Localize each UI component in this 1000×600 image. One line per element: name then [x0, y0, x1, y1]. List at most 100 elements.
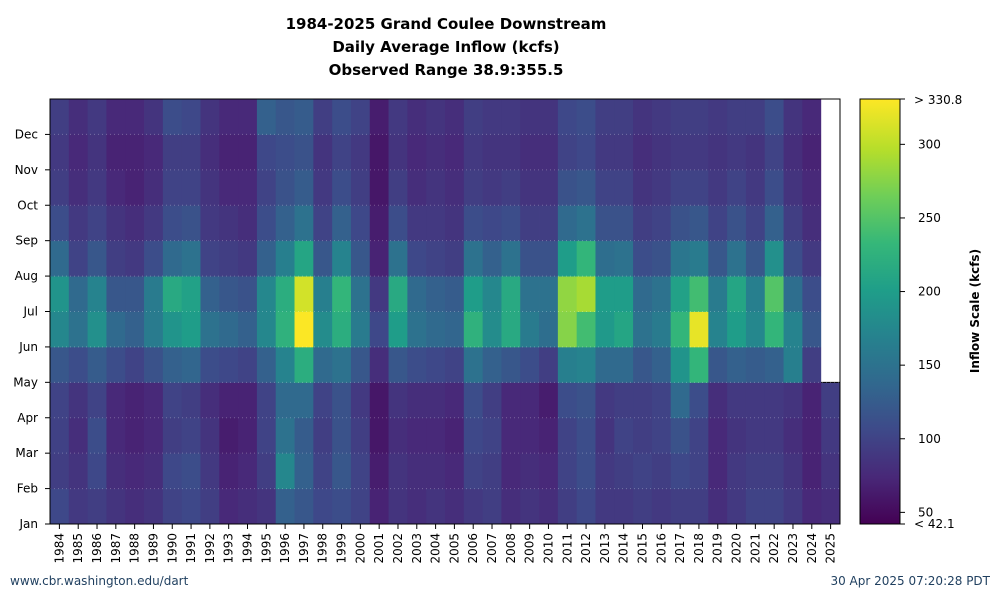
heatmap-cell [275, 276, 295, 312]
heatmap-cell [219, 99, 239, 135]
heatmap-cell [745, 99, 766, 135]
heatmap-cell [614, 99, 634, 135]
heatmap-cell [802, 169, 822, 206]
heatmap-cell [595, 276, 615, 312]
heatmap-cell [463, 276, 484, 312]
heatmap-cell [275, 240, 295, 277]
heatmap-cell [614, 453, 634, 489]
heatmap-cell [614, 240, 634, 277]
heatmap-cell [144, 382, 164, 419]
x-tick-label: 1996 [278, 533, 292, 564]
heatmap-cell [181, 205, 201, 242]
y-tick-label: Feb [17, 482, 38, 496]
heatmap-cell [727, 134, 747, 171]
heatmap-cell [614, 417, 634, 454]
heatmap-cell [670, 453, 690, 489]
heatmap-cell [651, 169, 672, 206]
heatmap-cell [651, 488, 672, 525]
heatmap-cell [350, 382, 371, 419]
heatmap-cell [557, 99, 578, 135]
heatmap-cell [539, 417, 559, 454]
heatmap-cell [332, 488, 352, 525]
heatmap-cell [144, 134, 164, 171]
heatmap-cell [783, 346, 803, 383]
heatmap-cell [445, 346, 465, 383]
heatmap-cell [144, 311, 164, 348]
heatmap-cell [708, 488, 728, 525]
heatmap-cell [332, 311, 352, 348]
heatmap-cell [275, 99, 295, 135]
heatmap-cell [388, 240, 408, 277]
heatmap-cell [313, 417, 333, 454]
heatmap-cell [463, 488, 484, 525]
heatmap-cell [219, 134, 239, 171]
heatmap-cell [633, 382, 653, 419]
heatmap-cell [162, 205, 183, 242]
heatmap-cell [482, 240, 502, 277]
x-tick-label: 2006 [466, 533, 480, 564]
heatmap-cell [576, 240, 596, 277]
heatmap-cell [369, 240, 389, 277]
heatmap-cell [764, 276, 784, 312]
heatmap-cell [388, 382, 408, 419]
heatmap-cell [350, 205, 371, 242]
heatmap-cell [200, 453, 220, 489]
heatmap-cell [407, 205, 427, 242]
heatmap-cell [350, 346, 371, 383]
heatmap-cell [783, 240, 803, 277]
heatmap-cell [501, 205, 521, 242]
heatmap-cell [162, 134, 183, 171]
heatmap-cell [275, 488, 295, 525]
heatmap-cell [238, 276, 258, 312]
chart-title-line-3: Observed Range 38.9:355.5 [329, 61, 564, 79]
heatmap-cell [125, 99, 145, 135]
heatmap-cell [576, 382, 596, 419]
heatmap-cell [313, 382, 333, 419]
heatmap-cell [445, 382, 465, 419]
heatmap-cell [708, 276, 728, 312]
x-tick-label: 2013 [598, 533, 612, 564]
heatmap-cell [50, 417, 70, 454]
x-tick-label: 2025 [824, 533, 838, 564]
missing-data-region [821, 99, 840, 383]
x-tick-label: 2005 [447, 533, 461, 564]
heatmap-cell [50, 382, 70, 419]
heatmap-cell [689, 346, 709, 383]
heatmap-cell [426, 134, 446, 171]
x-tick-label: 2002 [391, 533, 405, 564]
heatmap-cell [162, 311, 183, 348]
heatmap-cell [670, 488, 690, 525]
heatmap-cell [539, 276, 559, 312]
footer-source-link[interactable]: www.cbr.washington.edu/dart [10, 574, 189, 588]
heatmap-cell [238, 205, 258, 242]
heatmap-cell [708, 205, 728, 242]
heatmap-cell [332, 134, 352, 171]
heatmap-cell [539, 240, 559, 277]
heatmap-cell [557, 417, 578, 454]
heatmap-cell [501, 99, 521, 135]
heatmap-cell [388, 99, 408, 135]
heatmap-cell [200, 169, 220, 206]
heatmap-cell [445, 134, 465, 171]
heatmap-cell [802, 453, 822, 489]
heatmap-cell [764, 205, 784, 242]
heatmap-cell [294, 311, 314, 348]
heatmap-cell [633, 311, 653, 348]
heatmap-cell [689, 134, 709, 171]
heatmap-cell [520, 417, 540, 454]
heatmap-cell [727, 276, 747, 312]
heatmap-cell [802, 346, 822, 383]
heatmap-cell [162, 382, 183, 419]
heatmap-cell [689, 276, 709, 312]
heatmap-cell [388, 134, 408, 171]
heatmap-cell [557, 276, 578, 312]
heatmap-cell [256, 99, 277, 135]
heatmap-cell [539, 488, 559, 525]
heatmap-cell [745, 453, 766, 489]
heatmap-cell [388, 417, 408, 454]
x-tick-label: 2022 [767, 533, 781, 564]
heatmap-cell [332, 346, 352, 383]
heatmap-cell [802, 99, 822, 135]
heatmap-cell [256, 169, 277, 206]
heatmap-cell [557, 346, 578, 383]
